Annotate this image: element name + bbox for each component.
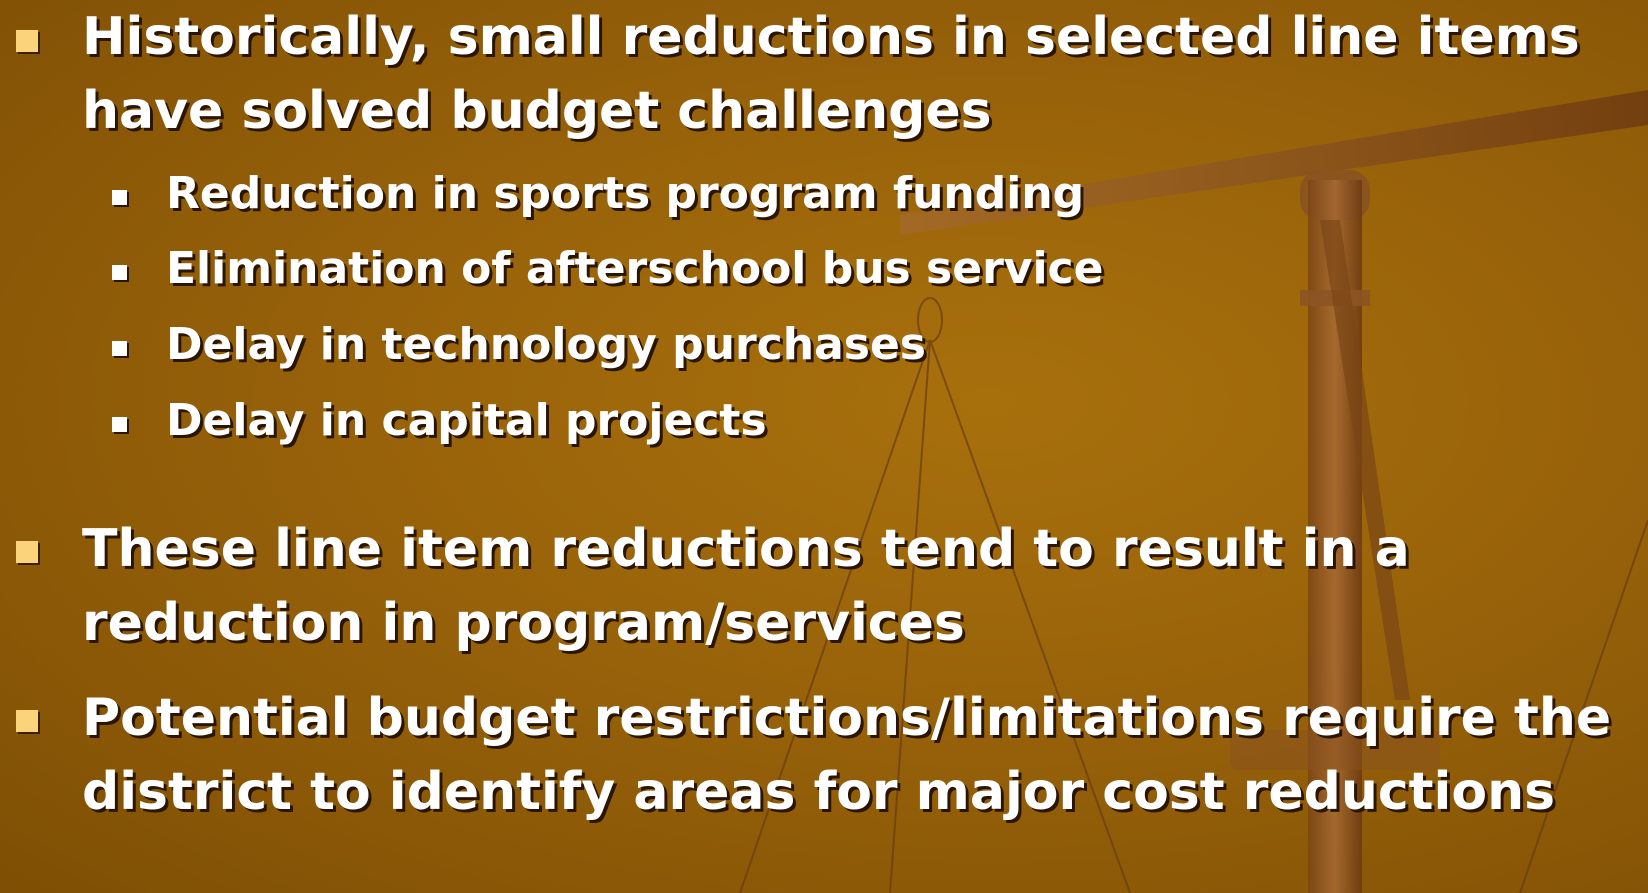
- sub-bullet-marker: [112, 417, 127, 432]
- sub-bullet-marker: [112, 265, 127, 280]
- sub-bullet-text: Delay in capital projects: [166, 393, 1566, 449]
- bullet-marker: [16, 30, 38, 52]
- bullet-text: These line item reductions tend to resul…: [82, 512, 1642, 660]
- slide: Historically, small reductions in select…: [0, 0, 1648, 893]
- bullet-marker: [16, 541, 38, 563]
- sub-bullet-marker: [112, 190, 127, 205]
- sub-bullet-marker: [112, 341, 127, 356]
- sub-bullet-text: Reduction in sports program funding: [166, 166, 1566, 222]
- bullet-marker: [16, 710, 38, 732]
- sub-bullet-text: Delay in technology purchases: [166, 317, 1566, 373]
- bullet-text: Potential budget restrictions/limitation…: [82, 681, 1642, 829]
- bullet-text: Historically, small reductions in select…: [82, 0, 1642, 148]
- sub-bullet-text: Elimination of afterschool bus service: [166, 241, 1566, 297]
